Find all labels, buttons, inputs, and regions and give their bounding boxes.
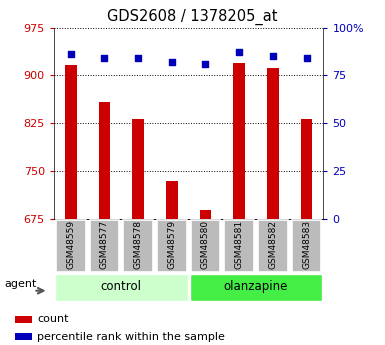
Bar [99,102,110,219]
Text: GSM48583: GSM48583 [302,220,311,269]
Point [68,52,74,57]
Text: GSM48580: GSM48580 [201,220,210,269]
Point [236,50,242,55]
Text: GSM48579: GSM48579 [167,220,176,269]
FancyBboxPatch shape [191,220,220,272]
Bar [199,209,211,219]
Text: GSM48577: GSM48577 [100,220,109,269]
Point [203,61,209,67]
Bar [65,65,77,219]
Bar [233,63,245,219]
Point [270,53,276,59]
Text: olanzapine: olanzapine [224,280,288,293]
FancyBboxPatch shape [157,220,187,272]
Bar [166,181,178,219]
Point [169,59,175,65]
FancyBboxPatch shape [56,220,85,272]
Text: GDS2608 / 1378205_at: GDS2608 / 1378205_at [107,9,278,25]
Text: count: count [37,314,69,324]
Point [303,56,310,61]
Point [101,56,107,61]
Text: GSM48578: GSM48578 [134,220,142,269]
FancyBboxPatch shape [224,220,254,272]
Text: agent: agent [4,279,37,289]
FancyBboxPatch shape [123,220,153,272]
Bar [132,119,144,219]
Bar [267,68,279,219]
FancyBboxPatch shape [190,274,322,301]
Bar [15,333,32,340]
Text: GSM48581: GSM48581 [235,220,244,269]
FancyBboxPatch shape [292,220,321,272]
Text: control: control [101,280,142,293]
Bar [301,119,313,219]
Point [135,56,141,61]
Text: GSM48582: GSM48582 [268,220,277,269]
FancyBboxPatch shape [55,274,187,301]
Bar [15,316,32,323]
Text: percentile rank within the sample: percentile rank within the sample [37,332,225,342]
Text: GSM48559: GSM48559 [66,220,75,269]
FancyBboxPatch shape [258,220,288,272]
FancyBboxPatch shape [90,220,119,272]
